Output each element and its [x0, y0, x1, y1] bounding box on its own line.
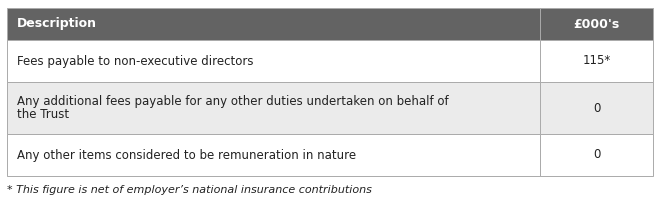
Text: Any other items considered to be remuneration in nature: Any other items considered to be remuner… [17, 149, 356, 161]
Bar [7, 134, 540, 176]
Text: Fees payable to non-executive directors: Fees payable to non-executive directors [17, 54, 253, 68]
Text: the Trust: the Trust [17, 108, 69, 121]
Text: 115*: 115* [582, 54, 610, 68]
Text: £000's: £000's [574, 18, 620, 31]
Bar [7, 82, 540, 134]
Bar [540, 134, 653, 176]
Bar [540, 8, 653, 40]
Bar [7, 8, 540, 40]
Bar [540, 82, 653, 134]
Bar [7, 40, 540, 82]
Bar [540, 40, 653, 82]
Text: 0: 0 [593, 149, 600, 161]
Text: Description: Description [17, 18, 97, 31]
Text: * This figure is net of employer’s national insurance contributions: * This figure is net of employer’s natio… [7, 185, 372, 195]
Text: 0: 0 [593, 101, 600, 115]
Text: Any additional fees payable for any other duties undertaken on behalf of: Any additional fees payable for any othe… [17, 95, 449, 108]
